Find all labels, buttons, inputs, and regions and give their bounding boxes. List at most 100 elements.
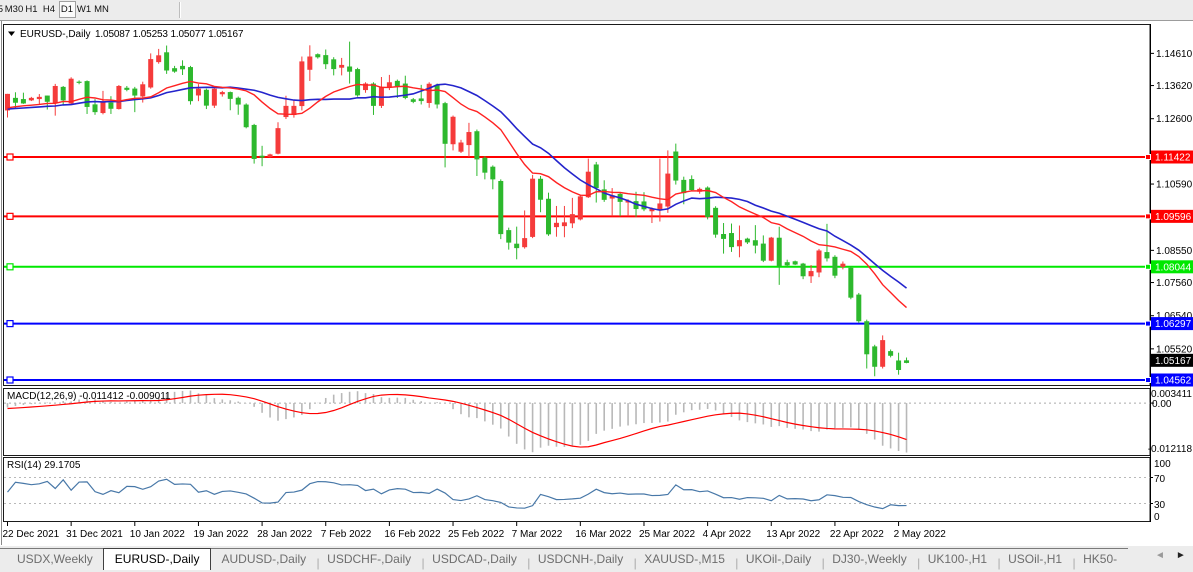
timeframe-button-mn[interactable]: MN	[94, 4, 109, 15]
tab-separator: |	[821, 556, 825, 570]
candle-113	[904, 357, 910, 364]
hline-1.09596[interactable]	[4, 212, 1150, 220]
chart-tab-usdx-weekly[interactable]: USDX,Weekly	[0, 548, 104, 570]
price-tick-label: 1.10590	[1156, 180, 1193, 191]
candle-98	[784, 259, 790, 268]
candle-body	[522, 238, 528, 248]
candle-85	[681, 176, 687, 205]
candle-99	[792, 260, 798, 266]
chart-tab-hk50[interactable]: HK50-	[1072, 548, 1128, 570]
candle-81	[649, 207, 655, 224]
candle-46	[370, 82, 376, 115]
candle-43	[347, 41, 353, 84]
candle-42	[339, 57, 345, 76]
candle-body	[776, 237, 782, 266]
candle-40	[323, 49, 329, 70]
toolbar-separator	[179, 2, 181, 18]
candle-body	[76, 81, 82, 83]
candle-104	[832, 255, 838, 279]
candle-14	[116, 85, 122, 110]
candle-body	[386, 82, 392, 88]
timeframe-button-m5[interactable]: M5	[0, 4, 4, 15]
hline-1.04562[interactable]	[4, 376, 1150, 384]
timeframe-button-m30[interactable]: M30	[4, 4, 24, 15]
timeframe-button-d1[interactable]: D1	[58, 1, 76, 18]
chart-tab-eurusd-daily[interactable]: EURUSD-,Daily	[103, 548, 211, 570]
candle-body	[44, 95, 50, 102]
time-tick-label: 22 Apr 2022	[830, 529, 884, 540]
rsi-axis-0: 0	[1154, 512, 1160, 523]
candle-body	[227, 92, 233, 99]
candle-31	[251, 123, 257, 164]
candle-45	[363, 82, 369, 93]
candle-88	[705, 186, 711, 220]
candle-18	[148, 53, 154, 89]
chart-tab-usdcad-daily[interactable]: USDCAD-,Daily |	[421, 548, 530, 570]
candle-body	[124, 87, 130, 90]
macd-label: MACD(12,26,9) -0.011412 -0.009011	[7, 391, 171, 402]
tab-scroll-left-icon[interactable]: ◄	[1155, 550, 1165, 561]
macd-panel-frame	[3, 388, 1151, 456]
chart-tab-audusd-daily[interactable]: AUDUSD-,Daily |	[210, 548, 320, 570]
tab-scroll-right-icon[interactable]: ►	[1175, 550, 1186, 561]
hline-1.09596-anchor[interactable]	[6, 212, 14, 220]
chart-tab-usoil-h1[interactable]: USOil-,H1 |	[997, 548, 1076, 570]
macd-histogram	[6, 390, 908, 453]
candle-body	[856, 294, 862, 322]
main-chart-area[interactable]	[4, 41, 1150, 384]
price-level-value: 1.09596	[1155, 212, 1192, 223]
price-tick-label: 1.06540	[1156, 311, 1193, 322]
candle-body	[705, 187, 711, 217]
hline-1.06297-anchor[interactable]	[6, 319, 14, 328]
chart-title-collapse-icon[interactable]	[8, 31, 15, 37]
candle-body	[593, 164, 599, 189]
tab-separator: |	[997, 556, 1001, 570]
candle-111	[888, 349, 894, 358]
hline-1.04562-anchor[interactable]	[6, 376, 14, 384]
chart-tab-ukoil-daily[interactable]: UKOil-,Daily |	[735, 548, 825, 570]
candle-body	[609, 195, 615, 199]
candle-3	[28, 96, 34, 102]
hline-1.11422-anchor[interactable]	[6, 153, 14, 161]
candle-body	[633, 201, 639, 210]
candle-body	[12, 97, 18, 103]
candle-19	[156, 48, 162, 64]
candle-56	[450, 115, 456, 151]
candle-body	[880, 340, 886, 367]
hline-1.08044[interactable]	[4, 263, 1150, 271]
candle-58	[466, 122, 472, 157]
candle-body	[490, 166, 496, 180]
candle-body	[259, 155, 265, 158]
price-level-value: 1.04562	[1155, 375, 1192, 386]
hline-1.06297[interactable]	[4, 319, 1150, 328]
chart-tab-xauusd-m15[interactable]: XAUUSD-,M15 |	[633, 548, 738, 570]
candle-body	[888, 351, 894, 356]
timeframe-button-h1[interactable]: H1	[25, 4, 38, 15]
price-level-value: 1.11422	[1155, 153, 1191, 164]
timeframe-button-h4[interactable]: H4	[42, 4, 56, 15]
candle-100	[800, 262, 806, 280]
candle-body	[800, 263, 806, 277]
price-level-badge	[1151, 150, 1193, 164]
tab-separator: |	[633, 556, 637, 570]
candle-body	[538, 178, 544, 200]
hline-1.08044-anchor[interactable]	[6, 263, 14, 271]
timeframe-button-w1[interactable]: W1	[76, 4, 92, 15]
price-level-badge	[1151, 209, 1193, 223]
candle-105	[840, 261, 846, 270]
chart-tab-dj30-weekly[interactable]: DJ30-,Weekly |	[821, 548, 920, 570]
candle-body	[92, 104, 98, 113]
price-level-badge	[1151, 260, 1193, 274]
rsi-line-group	[7, 478, 907, 510]
candle-body	[172, 68, 178, 72]
candle-38	[307, 45, 313, 81]
time-tick-label: 19 Jan 2022	[193, 529, 248, 540]
candle-86	[689, 175, 695, 192]
chart-tab-uk100-h1[interactable]: UK100-,H1 |	[917, 548, 1001, 570]
chart-tab-usdchf-daily[interactable]: USDCHF-,Daily |	[316, 548, 425, 570]
chart-tab-usdcnh-daily[interactable]: USDCNH-,Daily |	[527, 548, 637, 570]
candle-body	[752, 240, 758, 246]
hline-1.11422[interactable]	[4, 153, 1150, 161]
candle-body	[832, 256, 838, 276]
